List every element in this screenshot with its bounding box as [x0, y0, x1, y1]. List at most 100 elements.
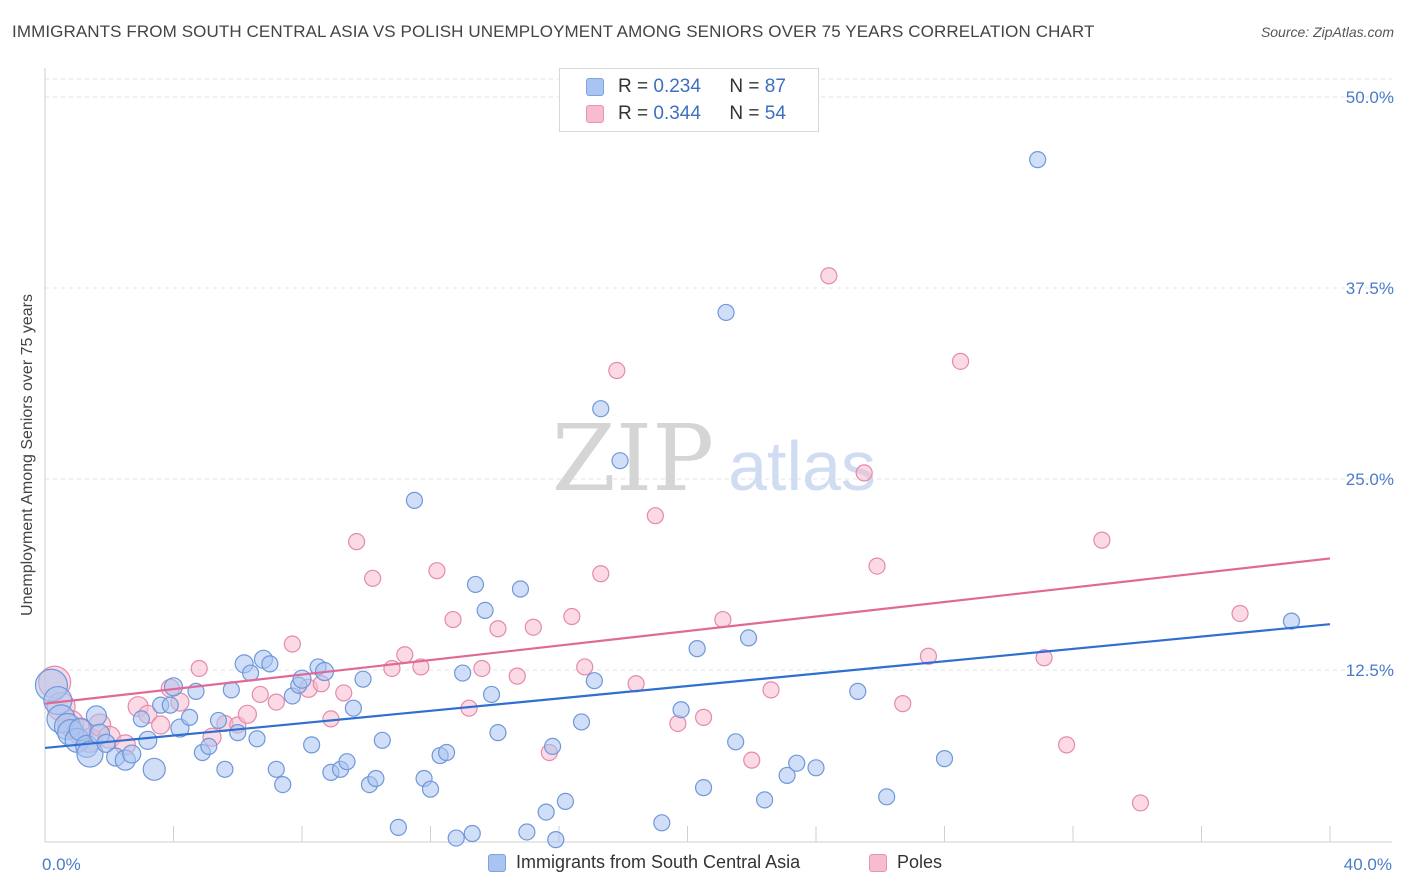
- data-point-south-central-asia: [132, 710, 150, 728]
- data-point-south-central-asia: [511, 580, 530, 598]
- data-point-poles: [592, 565, 610, 583]
- data-point-south-central-asia: [755, 791, 774, 809]
- data-point-south-central-asia: [518, 823, 536, 841]
- data-point-south-central-asia: [849, 682, 867, 700]
- watermark: ZIP atlas: [552, 405, 876, 512]
- data-point-south-central-asia: [76, 740, 104, 768]
- series-legend-pink: Poles: [869, 852, 942, 873]
- data-point-south-central-asia: [85, 705, 108, 727]
- data-point-poles: [951, 352, 970, 370]
- data-point-south-central-asia: [216, 760, 234, 778]
- y-tick-label: 37.5%: [1346, 279, 1394, 298]
- data-point-south-central-asia: [200, 737, 218, 756]
- data-point-poles: [1131, 794, 1150, 812]
- data-point-poles: [576, 658, 594, 676]
- data-point-south-central-asia: [694, 779, 713, 797]
- watermark-atlas: atlas: [728, 427, 876, 505]
- data-point-poles: [694, 708, 713, 726]
- data-point-south-central-asia: [180, 708, 199, 726]
- data-point-south-central-asia: [373, 731, 391, 749]
- data-point-south-central-asia: [122, 744, 142, 764]
- data-point-south-central-asia: [717, 303, 735, 322]
- data-point-poles: [444, 610, 462, 629]
- legend-row-blue: R = 0.234 N = 87: [586, 75, 786, 99]
- data-point-south-central-asia: [209, 711, 228, 730]
- data-point-poles: [489, 620, 507, 638]
- data-point-south-central-asia: [727, 733, 745, 751]
- data-point-south-central-asia: [878, 788, 896, 806]
- data-point-poles: [919, 647, 938, 665]
- data-point-south-central-asia: [585, 672, 603, 690]
- data-point-poles: [608, 361, 626, 380]
- x-tick-label: 0.0%: [42, 855, 81, 874]
- data-point-poles: [714, 610, 732, 629]
- data-point-poles: [762, 681, 780, 699]
- data-point-south-central-asia: [807, 759, 825, 777]
- y-tick-label: 12.5%: [1346, 661, 1394, 680]
- data-point-south-central-asia: [454, 664, 472, 682]
- data-point-south-central-asia: [354, 670, 372, 688]
- legend-row-pink: R = 0.344 N = 54: [586, 102, 786, 126]
- data-point-poles: [190, 659, 208, 678]
- legend-r-label: R =: [618, 76, 649, 97]
- legend-r-label: R =: [618, 103, 649, 124]
- y-tick-label: 25.0%: [1346, 470, 1394, 489]
- data-point-south-central-asia: [653, 814, 671, 832]
- data-points: [34, 151, 1301, 849]
- data-point-poles: [473, 659, 491, 678]
- legend-n-value-blue: 87: [764, 76, 786, 97]
- series-label-pink: Poles: [897, 852, 943, 872]
- data-point-south-central-asia: [248, 730, 266, 748]
- data-point-south-central-asia: [267, 760, 285, 778]
- data-point-poles: [868, 557, 886, 575]
- data-point-south-central-asia: [338, 753, 356, 771]
- data-point-poles: [267, 693, 285, 711]
- gridlines: [45, 78, 1392, 671]
- legend-n-value-pink: 54: [764, 103, 786, 124]
- data-point-south-central-asia: [788, 754, 806, 772]
- series-legend-blue: Immigrants from South Central Asia: [488, 852, 800, 873]
- data-point-south-central-asia: [611, 452, 629, 470]
- data-point-poles: [396, 646, 414, 664]
- data-point-poles: [237, 704, 257, 724]
- legend-r-value-blue: 0.234: [653, 76, 701, 97]
- data-point-south-central-asia: [1029, 151, 1047, 169]
- series-swatch-blue: [488, 853, 506, 872]
- data-point-south-central-asia: [537, 803, 555, 821]
- data-point-south-central-asia: [688, 640, 706, 658]
- data-point-south-central-asia: [466, 575, 485, 594]
- data-point-south-central-asia: [1282, 612, 1301, 630]
- data-point-south-central-asia: [367, 769, 385, 788]
- data-point-poles: [1231, 604, 1249, 623]
- data-point-south-central-asia: [389, 818, 407, 836]
- data-point-south-central-asia: [592, 400, 610, 418]
- legend-n-label: N =: [729, 103, 760, 124]
- series-label-blue: Immigrants from South Central Asia: [516, 852, 801, 872]
- data-point-south-central-asia: [543, 737, 562, 756]
- data-point-south-central-asia: [161, 696, 179, 714]
- data-point-south-central-asia: [303, 736, 321, 754]
- data-point-poles: [412, 658, 430, 676]
- chart-title: IMMIGRANTS FROM SOUTH CENTRAL ASIA VS PO…: [12, 22, 1095, 41]
- data-point-poles: [1035, 649, 1053, 667]
- data-point-south-central-asia: [572, 713, 591, 731]
- data-point-south-central-asia: [489, 724, 507, 742]
- data-point-south-central-asia: [447, 829, 465, 847]
- data-point-poles: [508, 667, 526, 685]
- data-point-poles: [364, 569, 382, 587]
- data-point-south-central-asia: [547, 831, 565, 849]
- legend-r-value-pink: 0.344: [653, 103, 701, 124]
- data-point-poles: [646, 507, 664, 525]
- correlation-legend: R = 0.234 N = 87 R = 0.344 N = 54: [559, 68, 819, 132]
- data-point-south-central-asia: [437, 743, 456, 762]
- data-point-south-central-asia: [229, 724, 247, 742]
- data-point-poles: [283, 635, 301, 653]
- data-point-poles: [1093, 531, 1111, 549]
- legend-swatch-pink: [586, 105, 604, 123]
- data-point-poles: [563, 607, 581, 626]
- data-point-poles: [743, 751, 761, 769]
- watermark-zip: ZIP: [552, 405, 714, 512]
- legend-n-label: N =: [729, 76, 760, 97]
- x-tick-label: 40.0%: [1344, 855, 1392, 874]
- trend-line-south-central-asia: [44, 623, 1331, 750]
